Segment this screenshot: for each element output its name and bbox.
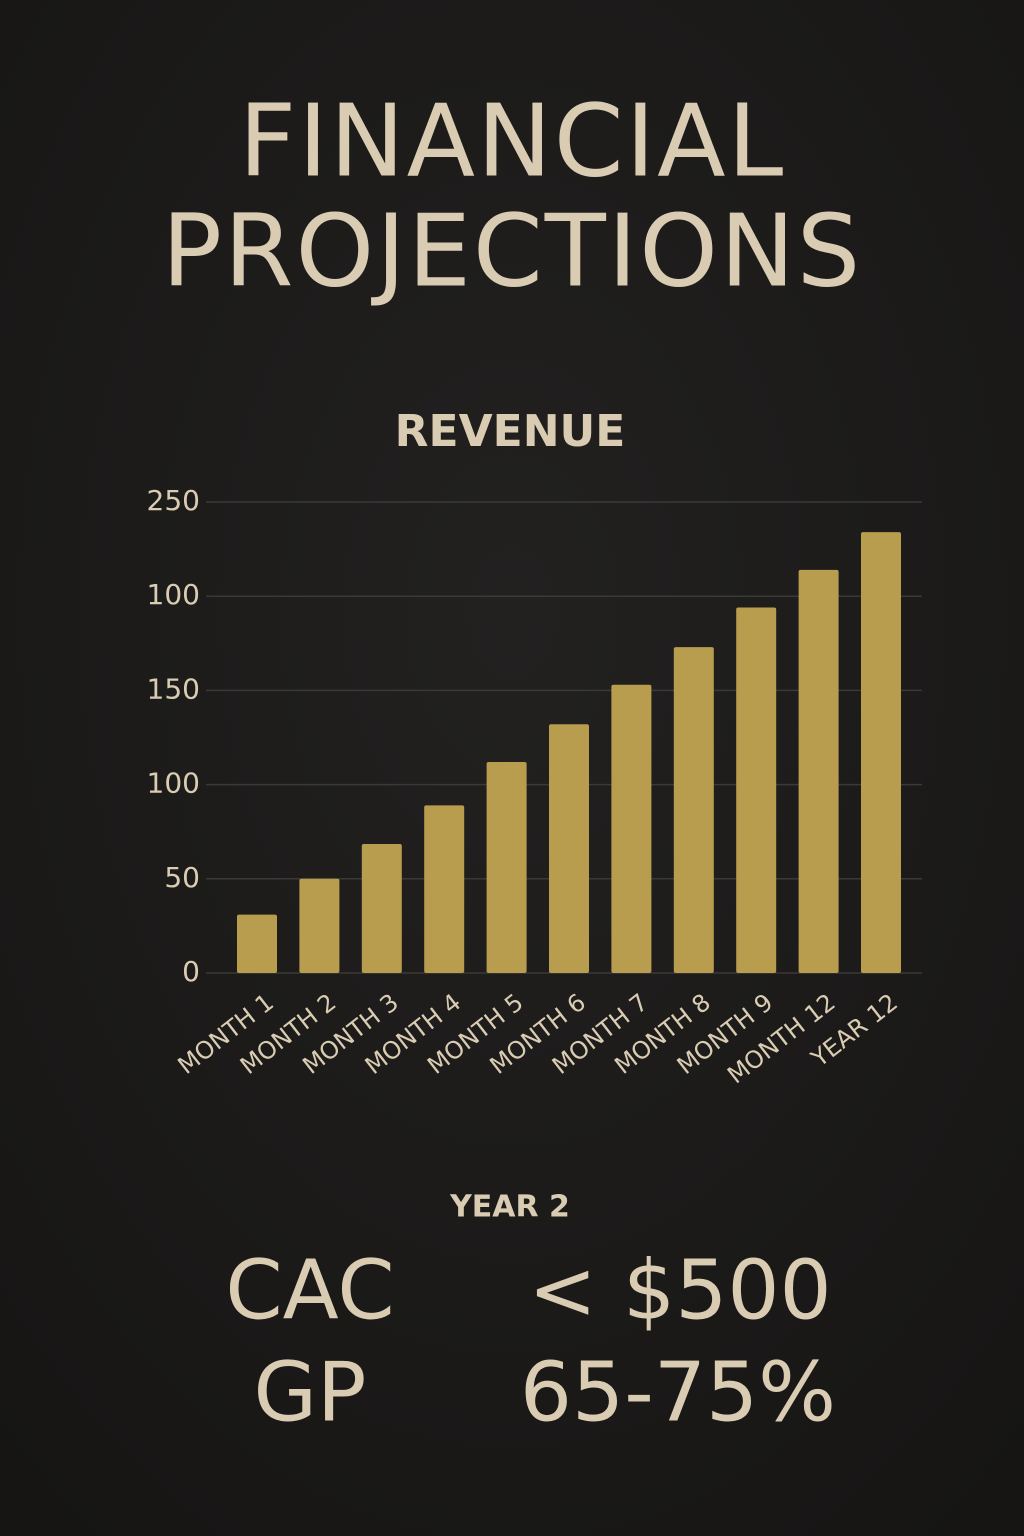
bar <box>798 569 839 973</box>
bar <box>611 684 652 973</box>
metric-label: CAC <box>225 1243 394 1338</box>
y-tick-label: 150 <box>147 672 200 705</box>
y-tick-label: 0 <box>182 955 200 988</box>
bar <box>361 843 402 973</box>
metric-value: 65-75% <box>520 1345 836 1440</box>
bar <box>549 724 589 973</box>
y-tick-label: 100 <box>147 767 200 800</box>
bar <box>861 532 901 973</box>
y-tick-label: 50 <box>164 861 200 894</box>
bar <box>237 914 277 973</box>
page-title: PROJECTIONS <box>162 192 863 309</box>
bar <box>299 878 340 973</box>
footer-heading: YEAR 2 <box>449 1190 570 1225</box>
bar <box>486 761 527 973</box>
metric-label: GP <box>254 1345 367 1440</box>
y-tick-label: 250 <box>147 484 200 517</box>
page-title: FINANCIAL <box>239 82 785 199</box>
bar <box>673 647 714 973</box>
metric-value: < $500 <box>528 1243 831 1338</box>
y-tick-label: 100 <box>147 578 200 611</box>
bar <box>424 805 465 973</box>
chart-title: REVENUE <box>395 406 626 457</box>
bar <box>736 607 777 973</box>
